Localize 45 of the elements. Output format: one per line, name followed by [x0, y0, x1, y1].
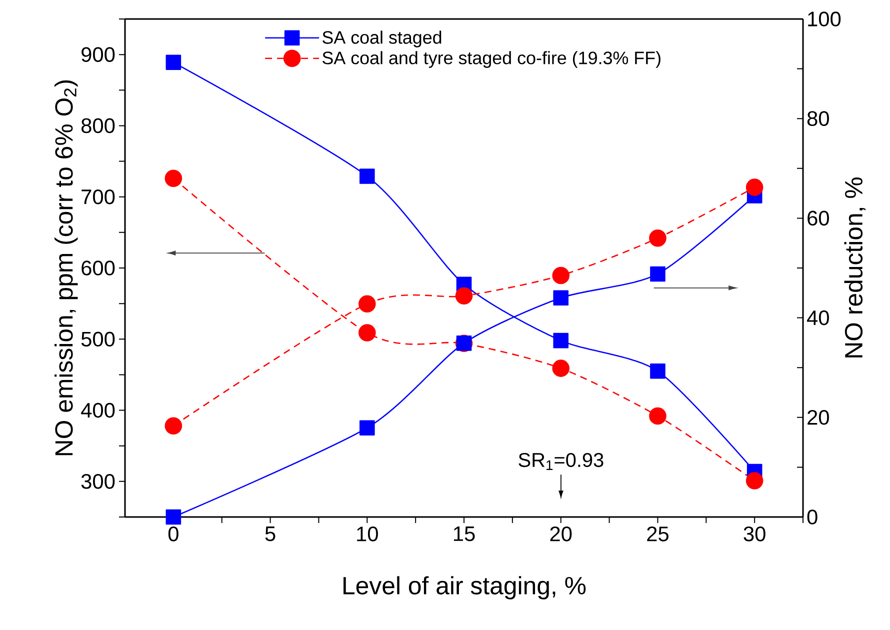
point: [455, 287, 473, 305]
point: [164, 417, 182, 435]
point: [164, 170, 182, 188]
y2-tick-label: 60: [808, 210, 829, 226]
x-tick-label: 0: [168, 526, 178, 542]
y2-tick-label: 20: [808, 410, 829, 425]
y-tick-label: 700: [82, 189, 115, 204]
annotation: SR$_{1}$=0.93: [518, 452, 604, 470]
y-tick-label: 500: [81, 332, 115, 347]
point: [553, 290, 569, 306]
legend-label: SA coal staged: [322, 30, 442, 48]
legend-label: SA coal and tyre staged co-fire (19.3% FF): [322, 51, 660, 68]
y2-tick-label: 80: [807, 111, 829, 126]
point: [746, 472, 764, 490]
point: [649, 229, 666, 247]
y-tick-label: 600: [82, 260, 115, 276]
y-tick-label: 300: [81, 474, 115, 489]
y-tick-label: 900: [82, 47, 115, 62]
x-tick-label: 15: [454, 526, 475, 542]
point: [360, 420, 375, 436]
y2-tick-label: 100: [808, 12, 841, 26]
y-tick-label: 400: [81, 402, 115, 418]
point: [552, 266, 570, 284]
point: [650, 364, 666, 379]
y2-axis-title: NO reduction, %: [844, 178, 866, 358]
point: [650, 266, 666, 282]
y2-tick-label: 0: [807, 510, 818, 524]
x-tick-label: 20: [550, 526, 572, 542]
point: [746, 178, 764, 196]
x-tick-label: 10: [357, 526, 378, 542]
point: [359, 168, 375, 184]
point: [166, 54, 182, 70]
point: [166, 509, 182, 525]
point: [649, 407, 666, 425]
x-tick-label: 25: [647, 526, 668, 542]
x-axis-title: Level of air staging, %: [344, 576, 586, 600]
x-tick-label: 5: [265, 526, 276, 542]
x-tick-label: 30: [744, 526, 766, 542]
point: [552, 360, 570, 377]
y-tick-label: 800: [81, 118, 115, 134]
point: [553, 332, 569, 348]
point: [358, 324, 376, 342]
y2-tick-label: 40: [807, 310, 829, 326]
point: [358, 295, 376, 312]
y-axis-title: NO emission, ppm (corr to 6% O$_{2}$): [54, 80, 78, 456]
